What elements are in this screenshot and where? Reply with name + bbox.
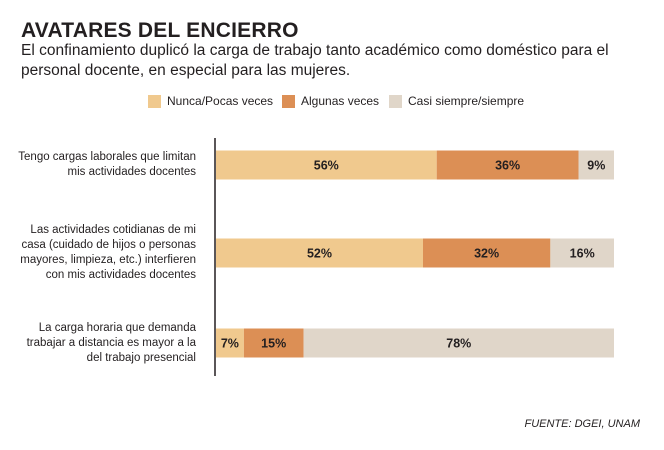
data-label-nunca-1: 56% xyxy=(314,159,339,173)
bar-casi-2 xyxy=(550,238,614,268)
legend-label-casi: Casi siempre/siempre xyxy=(408,94,525,108)
legend-swatch-nunca xyxy=(148,94,161,108)
category-label-line: con mis actividades docentes xyxy=(45,269,196,281)
legend-item-casi: Casi siempre/siempre xyxy=(389,93,524,109)
legend-item-nunca: Nunca/Pocas veces xyxy=(148,93,273,109)
category-label-2: Las actividades cotidianas de mi casa (cu… xyxy=(0,223,196,283)
category-label-line: mayores, limpieza, etc.) interfieren xyxy=(20,254,196,266)
bar-casi-1 xyxy=(578,150,614,180)
category-label-line: Tengo cargas laborales que limitan xyxy=(18,151,196,163)
data-label-nunca-2: 52% xyxy=(307,247,332,261)
data-label-algunas-2: 32% xyxy=(474,247,499,261)
bar-nunca-2 xyxy=(216,238,423,268)
chart-subtitle: El confinamiento duplicó la carga de tra… xyxy=(21,42,609,79)
legend: Nunca/Pocas veces Algunas veces Casi sie… xyxy=(0,93,664,109)
data-label-casi-1: 9% xyxy=(587,159,605,173)
legend-label-algunas: Algunas veces xyxy=(301,94,380,108)
data-label-algunas-1: 36% xyxy=(495,159,520,173)
category-label-line: casa (cuidado de hijos o personas xyxy=(21,239,196,251)
legend-swatch-casi xyxy=(389,94,402,108)
legend-swatch-algunas xyxy=(282,94,295,108)
bar-algunas-3 xyxy=(243,328,304,358)
legend-item-algunas: Algunas veces xyxy=(282,93,379,109)
bar-algunas-1 xyxy=(436,150,579,180)
chart-title: AVATARES DEL ENCIERRO xyxy=(21,19,299,42)
bar-casi-3 xyxy=(303,328,614,358)
category-label-line: del trabajo presencial xyxy=(86,351,196,364)
data-label-casi-3: 78% xyxy=(446,337,471,351)
bar-nunca-3 xyxy=(216,328,244,358)
category-label-line: La carga horaria que demanda xyxy=(38,321,196,334)
bar-algunas-2 xyxy=(423,238,551,268)
category-label-line: Las actividades cotidianas de mi xyxy=(30,224,196,236)
data-label-nunca-3: 7% xyxy=(221,337,239,351)
category-label-3: La carga horaria que demanda trabajar a d… xyxy=(0,321,196,366)
category-label-line: mis actividades docentes xyxy=(67,166,196,178)
category-label-line: trabajar a distancia es mayor a la xyxy=(26,336,196,349)
source-note: FUENTE: DGEI, UNAM xyxy=(524,418,640,430)
legend-label-nunca: Nunca/Pocas veces xyxy=(167,94,274,108)
data-label-algunas-3: 15% xyxy=(261,337,286,351)
category-label-1: Tengo cargas laborales que limitan mis ac… xyxy=(0,150,196,180)
bar-nunca-1 xyxy=(216,150,437,180)
data-label-casi-2: 16% xyxy=(570,247,595,261)
